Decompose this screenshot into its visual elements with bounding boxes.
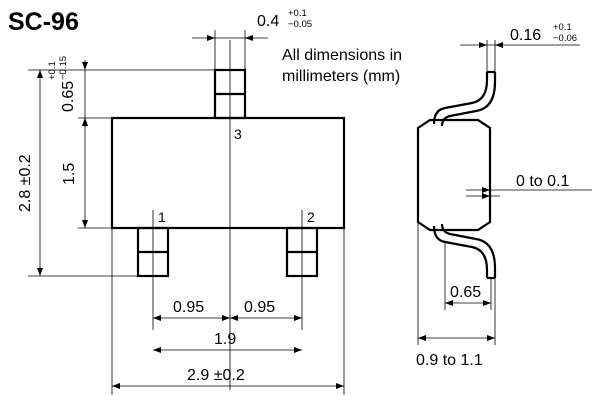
- side-lead-bottom-outer: [432, 225, 489, 278]
- dim-lead-width-tol-plus: +0.1: [288, 8, 307, 19]
- side-lead-bottom-inner: [440, 223, 497, 278]
- dim-pitch-total-value: 1.9: [214, 331, 236, 348]
- dim-pitch: 0.95 0.95: [153, 299, 302, 321]
- dim-foot-length-value: 0.65: [450, 284, 481, 301]
- side-lead-top-inner: [440, 72, 497, 127]
- side-lead-top-outer: [432, 72, 489, 125]
- dim-lead-length-tol-minus: −0.15: [58, 56, 69, 80]
- dim-lead-thickness-tol-minus: −0.06: [553, 33, 577, 44]
- dim-lead-thickness-tol-plus: +0.1: [553, 22, 572, 33]
- dim-pitch-right-value: 0.95: [244, 299, 275, 316]
- dim-pitch-left-value: 0.95: [173, 299, 204, 316]
- dim-body-thickness: 0.9 to 1.1: [416, 222, 496, 369]
- dim-standoff-value: 0 to 0.1: [516, 173, 569, 190]
- pin-label-2: 2: [307, 209, 315, 225]
- top-view: 3 1 2: [110, 40, 346, 390]
- dim-body-thickness-value: 0.9 to 1.1: [416, 352, 483, 369]
- units-note-line-2: millimeters (mm): [282, 68, 400, 85]
- dim-overall-height: 2.8 ±0.2: [17, 69, 138, 277]
- package-title: SC-96: [8, 8, 79, 36]
- dim-lead-thickness-value: 0.16: [510, 27, 541, 44]
- dim-overall-width: 2.9 ±0.2: [111, 228, 345, 395]
- dim-foot-length: 0.65: [444, 242, 492, 310]
- units-note-line-1: All dimensions in: [282, 47, 402, 64]
- dim-lead-width-value: 0.4: [257, 13, 279, 30]
- dim-lead-thickness: 0.16 +0.1 −0.06: [460, 22, 580, 72]
- dim-lead-length-tol-plus: +0.1: [47, 61, 58, 80]
- dim-lead-length-value: 0.65: [60, 81, 77, 112]
- pin-label-1: 1: [158, 209, 166, 225]
- dim-overall-width-value: 2.9 ±0.2: [187, 367, 245, 384]
- pin-label-3: 3: [234, 126, 242, 142]
- dim-lead-width: 0.4 +0.1 −0.05: [192, 8, 312, 70]
- dim-lead-width-tol-minus: −0.05: [288, 19, 312, 30]
- dim-pitch-total: 1.9: [153, 331, 302, 353]
- side-view: [416, 70, 497, 280]
- side-body: [416, 118, 492, 232]
- dim-body-height-value: 1.5: [61, 163, 78, 185]
- dim-body-height: 1.5: [61, 118, 138, 229]
- dim-overall-height-value: 2.8 ±0.2: [17, 154, 34, 212]
- dim-standoff: 0 to 0.1: [466, 173, 592, 199]
